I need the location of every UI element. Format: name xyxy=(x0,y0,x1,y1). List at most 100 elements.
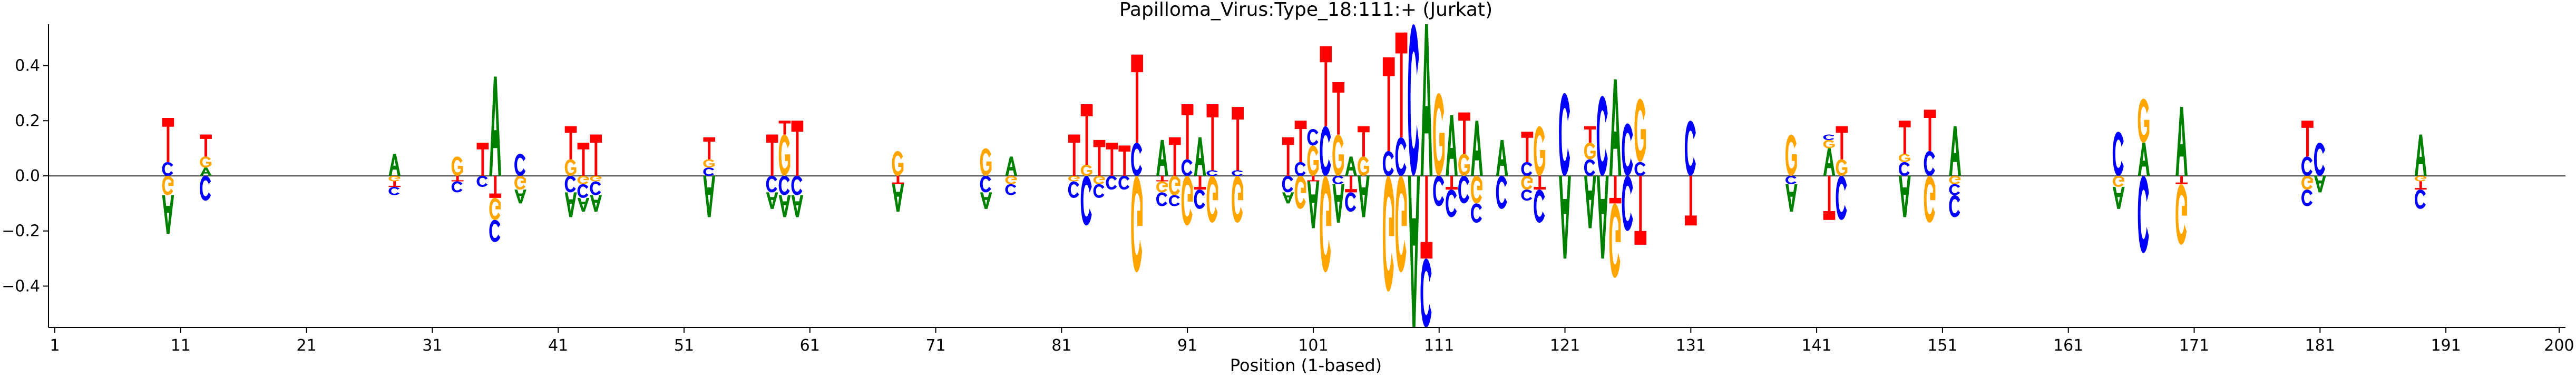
logo-letter-a xyxy=(1898,176,1911,217)
logo-letter-g xyxy=(1898,154,1910,162)
logo-letter-t xyxy=(766,134,778,176)
logo-letter-t xyxy=(1420,176,1433,259)
logo-letter-a xyxy=(1949,126,1962,176)
logo-letter-a xyxy=(1156,140,1168,176)
logo-letter-g xyxy=(1307,145,1319,176)
logo-letter-c xyxy=(1949,195,1960,217)
logo-letter-c xyxy=(1382,151,1394,176)
x-tick-label: 31 xyxy=(422,336,442,355)
logo-letter-t xyxy=(892,175,904,184)
logo-letter-c xyxy=(1420,258,1432,327)
logo-letter-c xyxy=(1232,170,1243,176)
logo-letter-g xyxy=(778,134,791,176)
logo-letter-g xyxy=(577,175,589,184)
logo-letter-c xyxy=(577,184,589,198)
logo-letter-c xyxy=(2301,190,2312,206)
logo-letter-t xyxy=(200,134,212,157)
logo-letter-g xyxy=(2175,184,2188,245)
logo-letter-c xyxy=(1898,162,1910,176)
y-axis: −0.4 −0.2 0.0 0.2 0.4 xyxy=(2,24,49,327)
logo-letter-c xyxy=(2414,190,2426,209)
logo-letter-c xyxy=(1836,176,1847,220)
logo-letter-c xyxy=(451,181,463,193)
logo-letter-c xyxy=(1596,96,1608,176)
logo-letter-c xyxy=(1622,123,1633,176)
logo-letter-g xyxy=(200,156,211,168)
logo-letter-c xyxy=(1622,176,1633,231)
logo-letter-g xyxy=(1382,175,1394,292)
logo-letter-a xyxy=(1307,181,1320,228)
logo-letter-a xyxy=(1785,184,1798,212)
plot-area xyxy=(48,24,2565,327)
x-tick-label: 131 xyxy=(1676,336,1706,355)
logo-letter-c xyxy=(1194,190,1205,209)
logo-letter-t xyxy=(1345,176,1357,193)
logo-letter-g xyxy=(1168,176,1180,195)
logo-letter-t xyxy=(778,121,791,135)
logo-letter-g xyxy=(1458,154,1470,176)
logo-letter-c xyxy=(1559,93,1570,176)
logo-letter-t xyxy=(1194,176,1206,190)
x-tick-label: 101 xyxy=(1298,336,1328,355)
logo-letter-a xyxy=(1345,156,1357,176)
logo-letter-c xyxy=(1206,170,1218,176)
logo-letter-t xyxy=(703,137,716,160)
logo-letter-g xyxy=(1395,176,1407,273)
logo-letter-g xyxy=(1584,143,1596,160)
logo-letter-g xyxy=(1005,175,1017,184)
logo-letter-c xyxy=(1131,143,1143,176)
logo-letter-t xyxy=(577,143,590,176)
x-tick-label: 1 xyxy=(50,336,60,355)
x-tick-label: 41 xyxy=(548,336,568,355)
x-tick-label: 191 xyxy=(2431,336,2461,355)
logo-letter-c xyxy=(1521,190,1533,201)
logo-letter-c xyxy=(1307,128,1319,146)
logo-letter-c xyxy=(1080,176,1092,226)
logo-letter-t xyxy=(1684,176,1697,226)
logo-letter-g xyxy=(1294,176,1306,209)
logo-letter-c xyxy=(1433,176,1445,206)
logo-letter-g xyxy=(590,176,602,182)
logo-letter-t xyxy=(1068,134,1080,176)
logo-letter-c xyxy=(1584,159,1595,176)
x-tick-label: 61 xyxy=(800,336,820,355)
logo-letter-c xyxy=(162,162,173,176)
logo-letter-t xyxy=(1294,121,1307,162)
y-tick-label: −0.2 xyxy=(2,222,40,241)
logo-letter-t xyxy=(1232,107,1244,171)
logo-letter-a xyxy=(1420,24,1433,176)
logo-letter-g xyxy=(1534,126,1546,176)
logo-letter-t xyxy=(1320,46,1332,126)
logo-letter-c xyxy=(1282,176,1293,193)
logo-letter-c xyxy=(1106,176,1117,190)
logo-letter-a xyxy=(1194,137,1206,176)
logo-letter-a xyxy=(2138,143,2150,176)
logo-letter-c xyxy=(200,175,211,201)
logo-letter-a xyxy=(577,197,590,212)
logo-letter-c xyxy=(1458,176,1470,204)
x-tick-label: 161 xyxy=(2053,336,2083,355)
logo-letter-a xyxy=(1596,176,1609,259)
logo-letter-t xyxy=(1168,137,1181,176)
x-tick-label: 151 xyxy=(1927,336,1957,355)
logo-letter-t xyxy=(564,126,577,160)
logo-letter-a xyxy=(590,195,602,212)
logo-letter-a xyxy=(2414,134,2427,176)
logo-letter-c xyxy=(703,167,715,176)
logo-letter-t xyxy=(1093,140,1106,176)
logo-letter-a xyxy=(1559,176,1571,259)
logo-letter-c xyxy=(514,154,526,176)
logo-letter-a xyxy=(1471,121,1483,176)
logo-letter-g xyxy=(1609,203,1621,278)
logo-letter-a xyxy=(489,76,502,176)
logo-letter-g xyxy=(1320,176,1332,273)
logo-letter-t xyxy=(1156,176,1168,182)
x-axis: 1 11 21 31 41 51 61 71 81 91 101 111 121 131 141 151 161… xyxy=(48,327,2574,355)
chart-title: Papilloma_Virus:Type_18:111:+ (Jurkat) xyxy=(1119,0,1492,21)
logo-letter-c xyxy=(388,186,400,195)
logo-letter-t xyxy=(1106,143,1118,176)
x-tick-label: 71 xyxy=(925,336,945,355)
logo-letter-g xyxy=(2301,176,2313,190)
logo-letter-c xyxy=(489,220,501,242)
logo-letter-g xyxy=(1949,175,1961,184)
